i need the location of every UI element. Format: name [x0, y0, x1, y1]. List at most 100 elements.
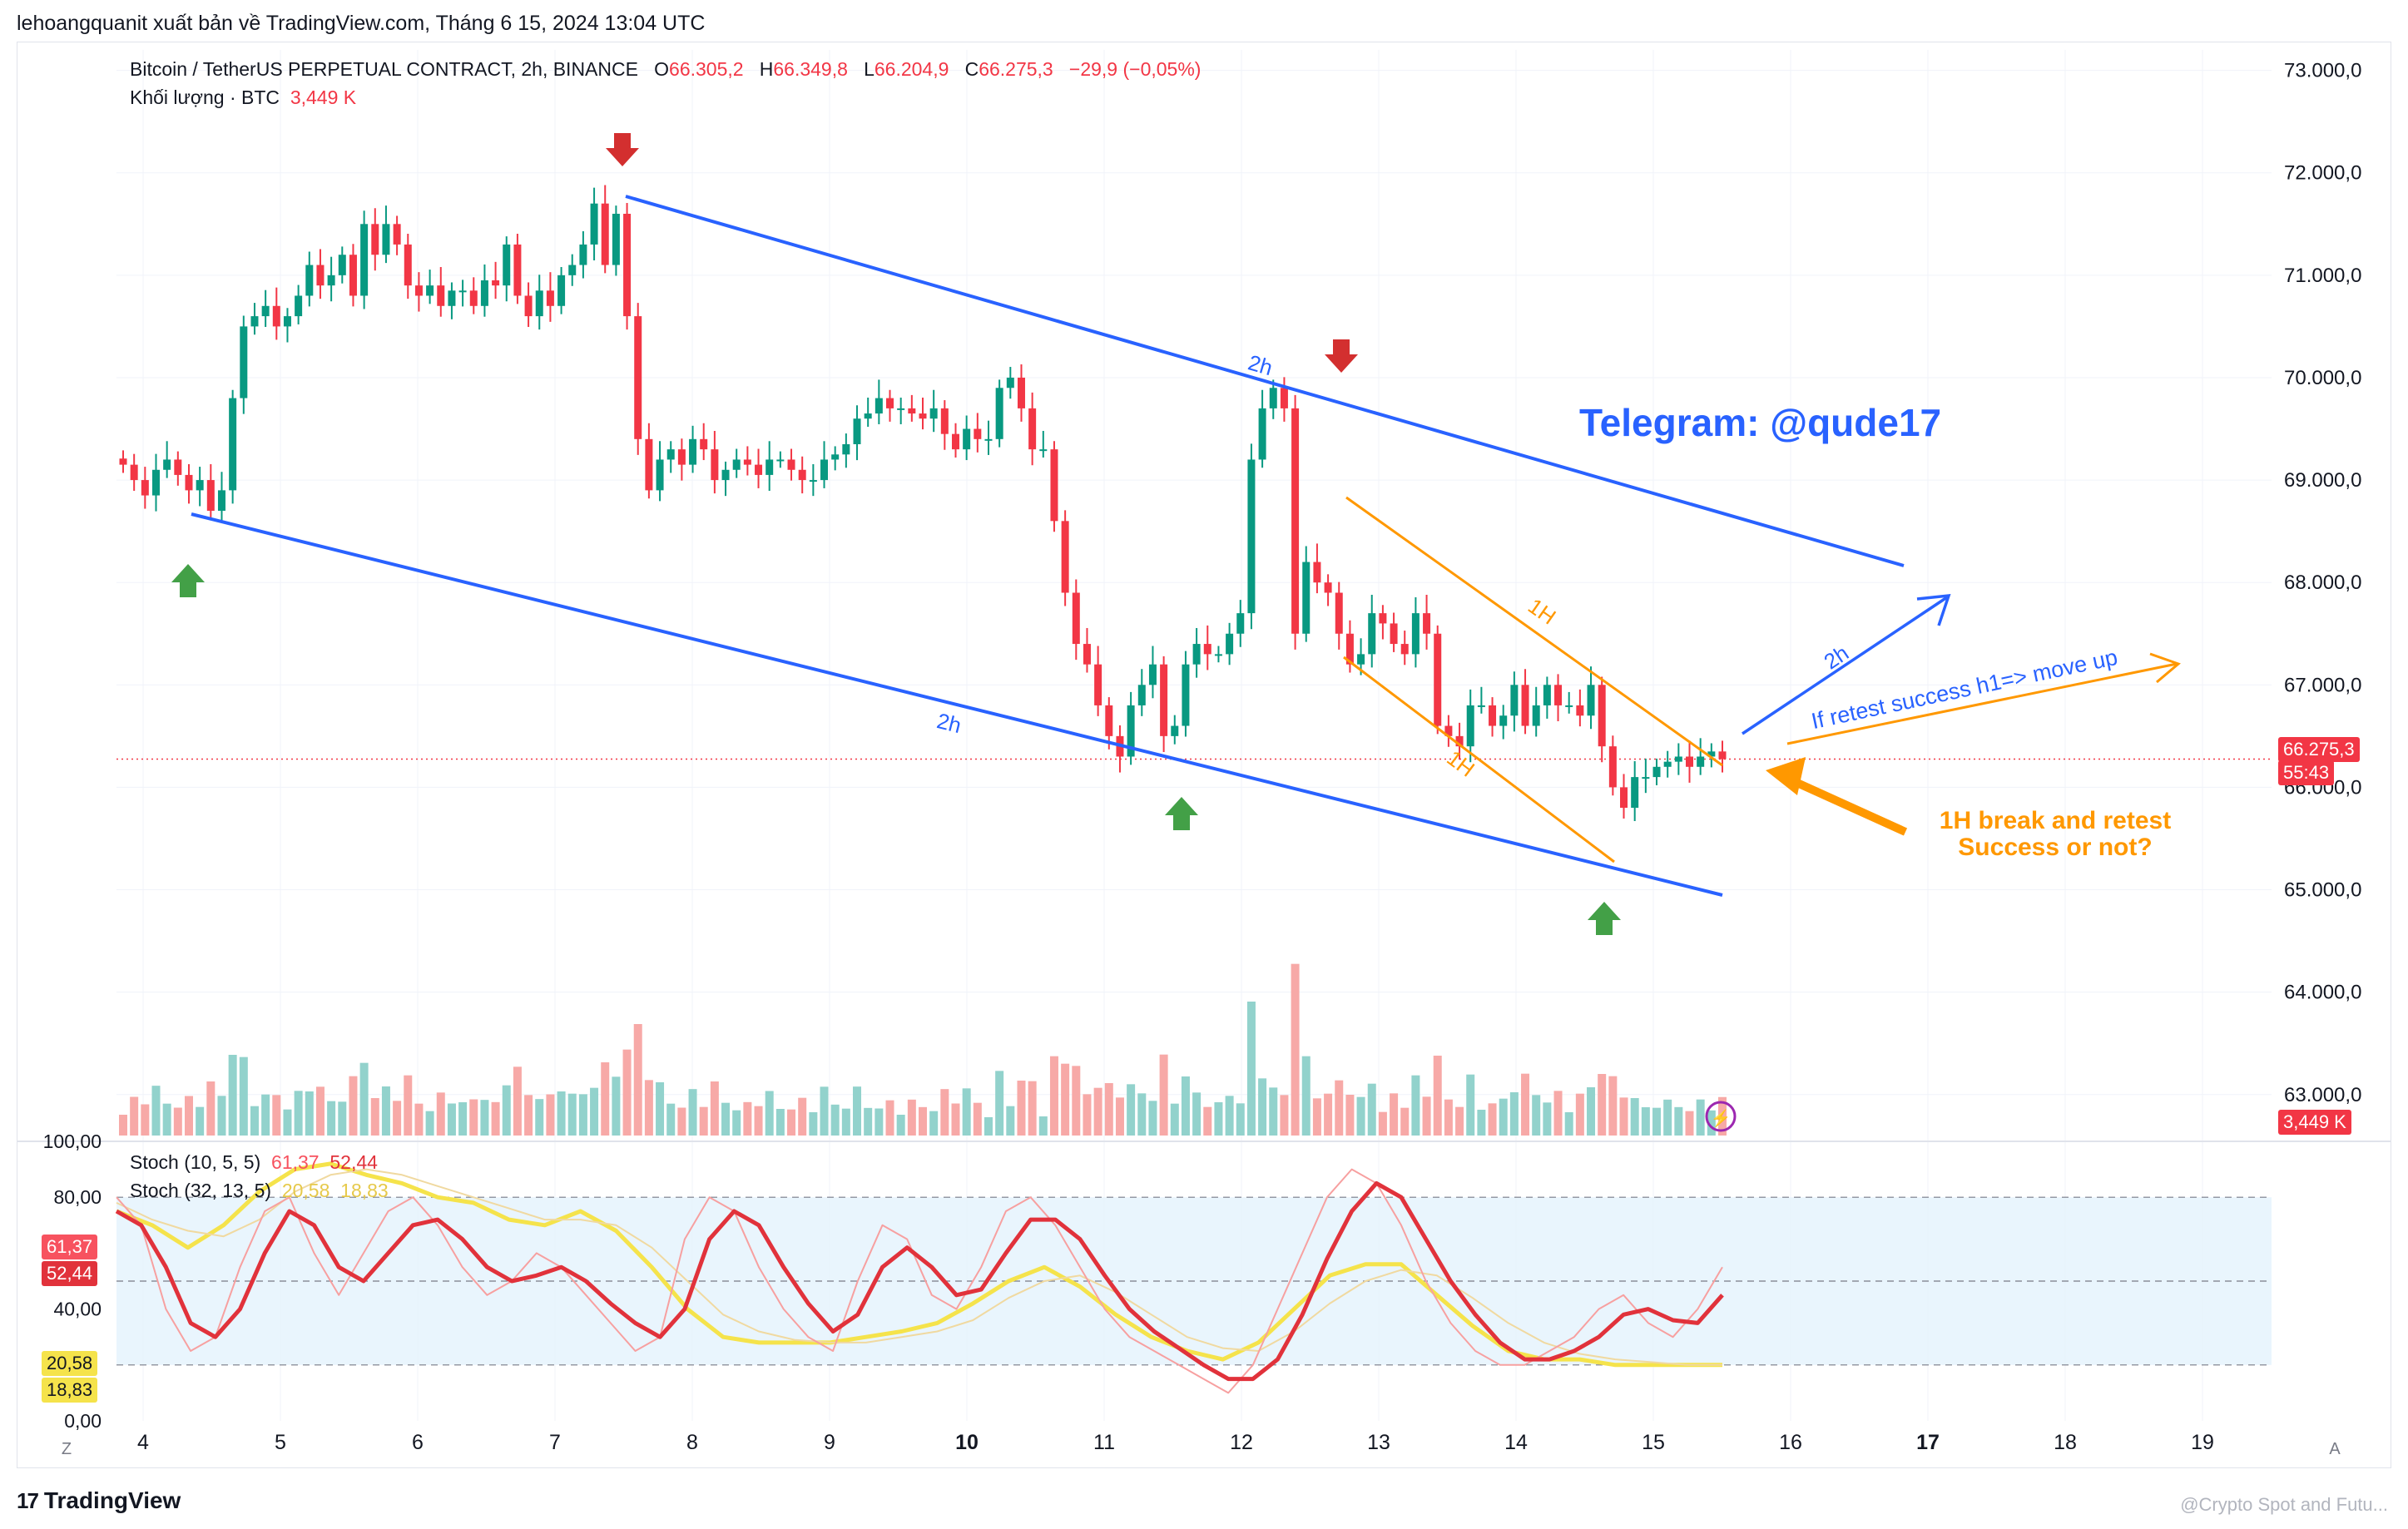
- candle-body: [612, 213, 620, 265]
- volume-bar: [1685, 1111, 1694, 1136]
- volume-bar: [1378, 1111, 1387, 1136]
- volume-bar: [809, 1112, 818, 1136]
- volume-bar: [414, 1103, 424, 1136]
- volume-bar: [1159, 1054, 1168, 1136]
- candle-body: [327, 275, 335, 286]
- candle-body: [853, 418, 861, 444]
- volume-bar: [1663, 1099, 1672, 1136]
- buy-arrow-2: [1165, 797, 1198, 830]
- telegram-label: Telegram: @qude17: [1579, 401, 1941, 444]
- candle-body: [141, 480, 149, 496]
- candle-body: [711, 449, 719, 481]
- candle-body: [601, 203, 609, 265]
- price-tick-label: 67.000,0: [2284, 674, 2361, 696]
- candle-body: [1127, 705, 1135, 757]
- volume-bar: [1598, 1074, 1607, 1136]
- candle-body: [732, 459, 741, 470]
- time-tick-label: 7: [549, 1431, 561, 1454]
- volume-bar: [535, 1099, 544, 1136]
- volume-bar: [940, 1089, 949, 1136]
- open-value: 66.305,2: [669, 58, 744, 80]
- volume-bar: [1521, 1073, 1530, 1136]
- volume-bars: [119, 963, 1727, 1136]
- volume-bar: [1488, 1103, 1497, 1136]
- volume-bar: [546, 1094, 555, 1136]
- volume-value: 3,449 K: [290, 87, 357, 108]
- candle-body: [513, 244, 522, 296]
- volume-bar: [721, 1102, 731, 1136]
- candle-body: [1247, 459, 1256, 614]
- volume-bar: [305, 1091, 314, 1136]
- volume-bar: [1455, 1106, 1464, 1136]
- candle-body: [119, 458, 127, 465]
- volume-bar: [732, 1110, 741, 1136]
- volume-bar: [1006, 1106, 1015, 1136]
- volume-bar: [1587, 1087, 1596, 1136]
- candle-body: [1171, 725, 1179, 736]
- candle-body: [831, 454, 840, 460]
- candle-body: [1083, 644, 1091, 665]
- candle-body: [1061, 521, 1069, 593]
- volume-bar: [885, 1100, 894, 1136]
- volume-bar: [359, 1062, 369, 1136]
- volume-bar: [196, 1106, 205, 1136]
- sell-arrow-2: [1325, 339, 1358, 373]
- volume-bar: [929, 1111, 939, 1136]
- watermark: @Crypto Spot and Futu...: [2180, 1494, 2388, 1515]
- candle-body: [272, 305, 280, 327]
- volume-bar: [1433, 1056, 1442, 1136]
- candle-body: [151, 469, 160, 496]
- axis-a-icon: A: [2329, 1440, 2341, 1458]
- candle-body: [1543, 685, 1551, 705]
- volume-bar: [1203, 1106, 1212, 1136]
- candle-body: [1214, 654, 1222, 656]
- candle-body: [1379, 613, 1387, 624]
- candle-body: [820, 459, 829, 481]
- volume-bar: [1246, 1002, 1256, 1136]
- price-tick-label: 71.000,0: [2284, 265, 2361, 287]
- change-value: −29,9 (−0,05%): [1068, 58, 1202, 80]
- candle-body: [1423, 613, 1431, 634]
- stoch1-d: 52,44: [329, 1151, 378, 1173]
- volume-bar: [1674, 1106, 1683, 1136]
- volume-legend: Khối lượng · BTC 3,449 K: [130, 87, 356, 109]
- stoch2-d: 18,83: [340, 1180, 389, 1201]
- volume-bar: [1400, 1107, 1410, 1136]
- volume-bar: [951, 1103, 960, 1136]
- candle-body: [196, 480, 204, 491]
- candle-body: [1598, 685, 1606, 747]
- candle-body: [283, 316, 291, 327]
- time-tick-label: 13: [1367, 1431, 1390, 1454]
- time-tick-label: 8: [686, 1431, 698, 1454]
- stoch1-k: 61,37: [271, 1151, 320, 1173]
- tradingview-logo[interactable]: 17 TradingView: [17, 1487, 181, 1514]
- candle-body: [1489, 705, 1497, 726]
- candle-body: [546, 290, 554, 306]
- volume-bar: [1301, 1056, 1311, 1136]
- projection-1h-line: [1786, 662, 2178, 745]
- time-tick-label: 15: [1642, 1431, 1665, 1454]
- candle-body: [1039, 449, 1048, 452]
- volume-bar: [864, 1107, 873, 1136]
- volume-bar: [283, 1109, 292, 1136]
- time-tick-label: 6: [412, 1431, 424, 1454]
- candle-body: [1324, 582, 1332, 593]
- volume-bar: [677, 1107, 686, 1136]
- candle-body: [1466, 705, 1474, 747]
- volume-bar: [206, 1081, 216, 1136]
- candle-body: [535, 290, 543, 317]
- volume-bar: [841, 1108, 850, 1136]
- candle-body: [469, 290, 478, 306]
- candle-body: [974, 428, 982, 439]
- candle-body: [382, 224, 390, 255]
- volume-bar: [1061, 1063, 1070, 1136]
- candle-body: [338, 255, 346, 275]
- volume-bar: [1696, 1099, 1705, 1136]
- volume-bar: [184, 1096, 193, 1136]
- price-tick-label: 69.000,0: [2284, 469, 2361, 492]
- volume-bar: [381, 1086, 390, 1136]
- volume-bar: [612, 1076, 621, 1136]
- candle-body: [776, 459, 785, 462]
- candle-body: [940, 408, 949, 434]
